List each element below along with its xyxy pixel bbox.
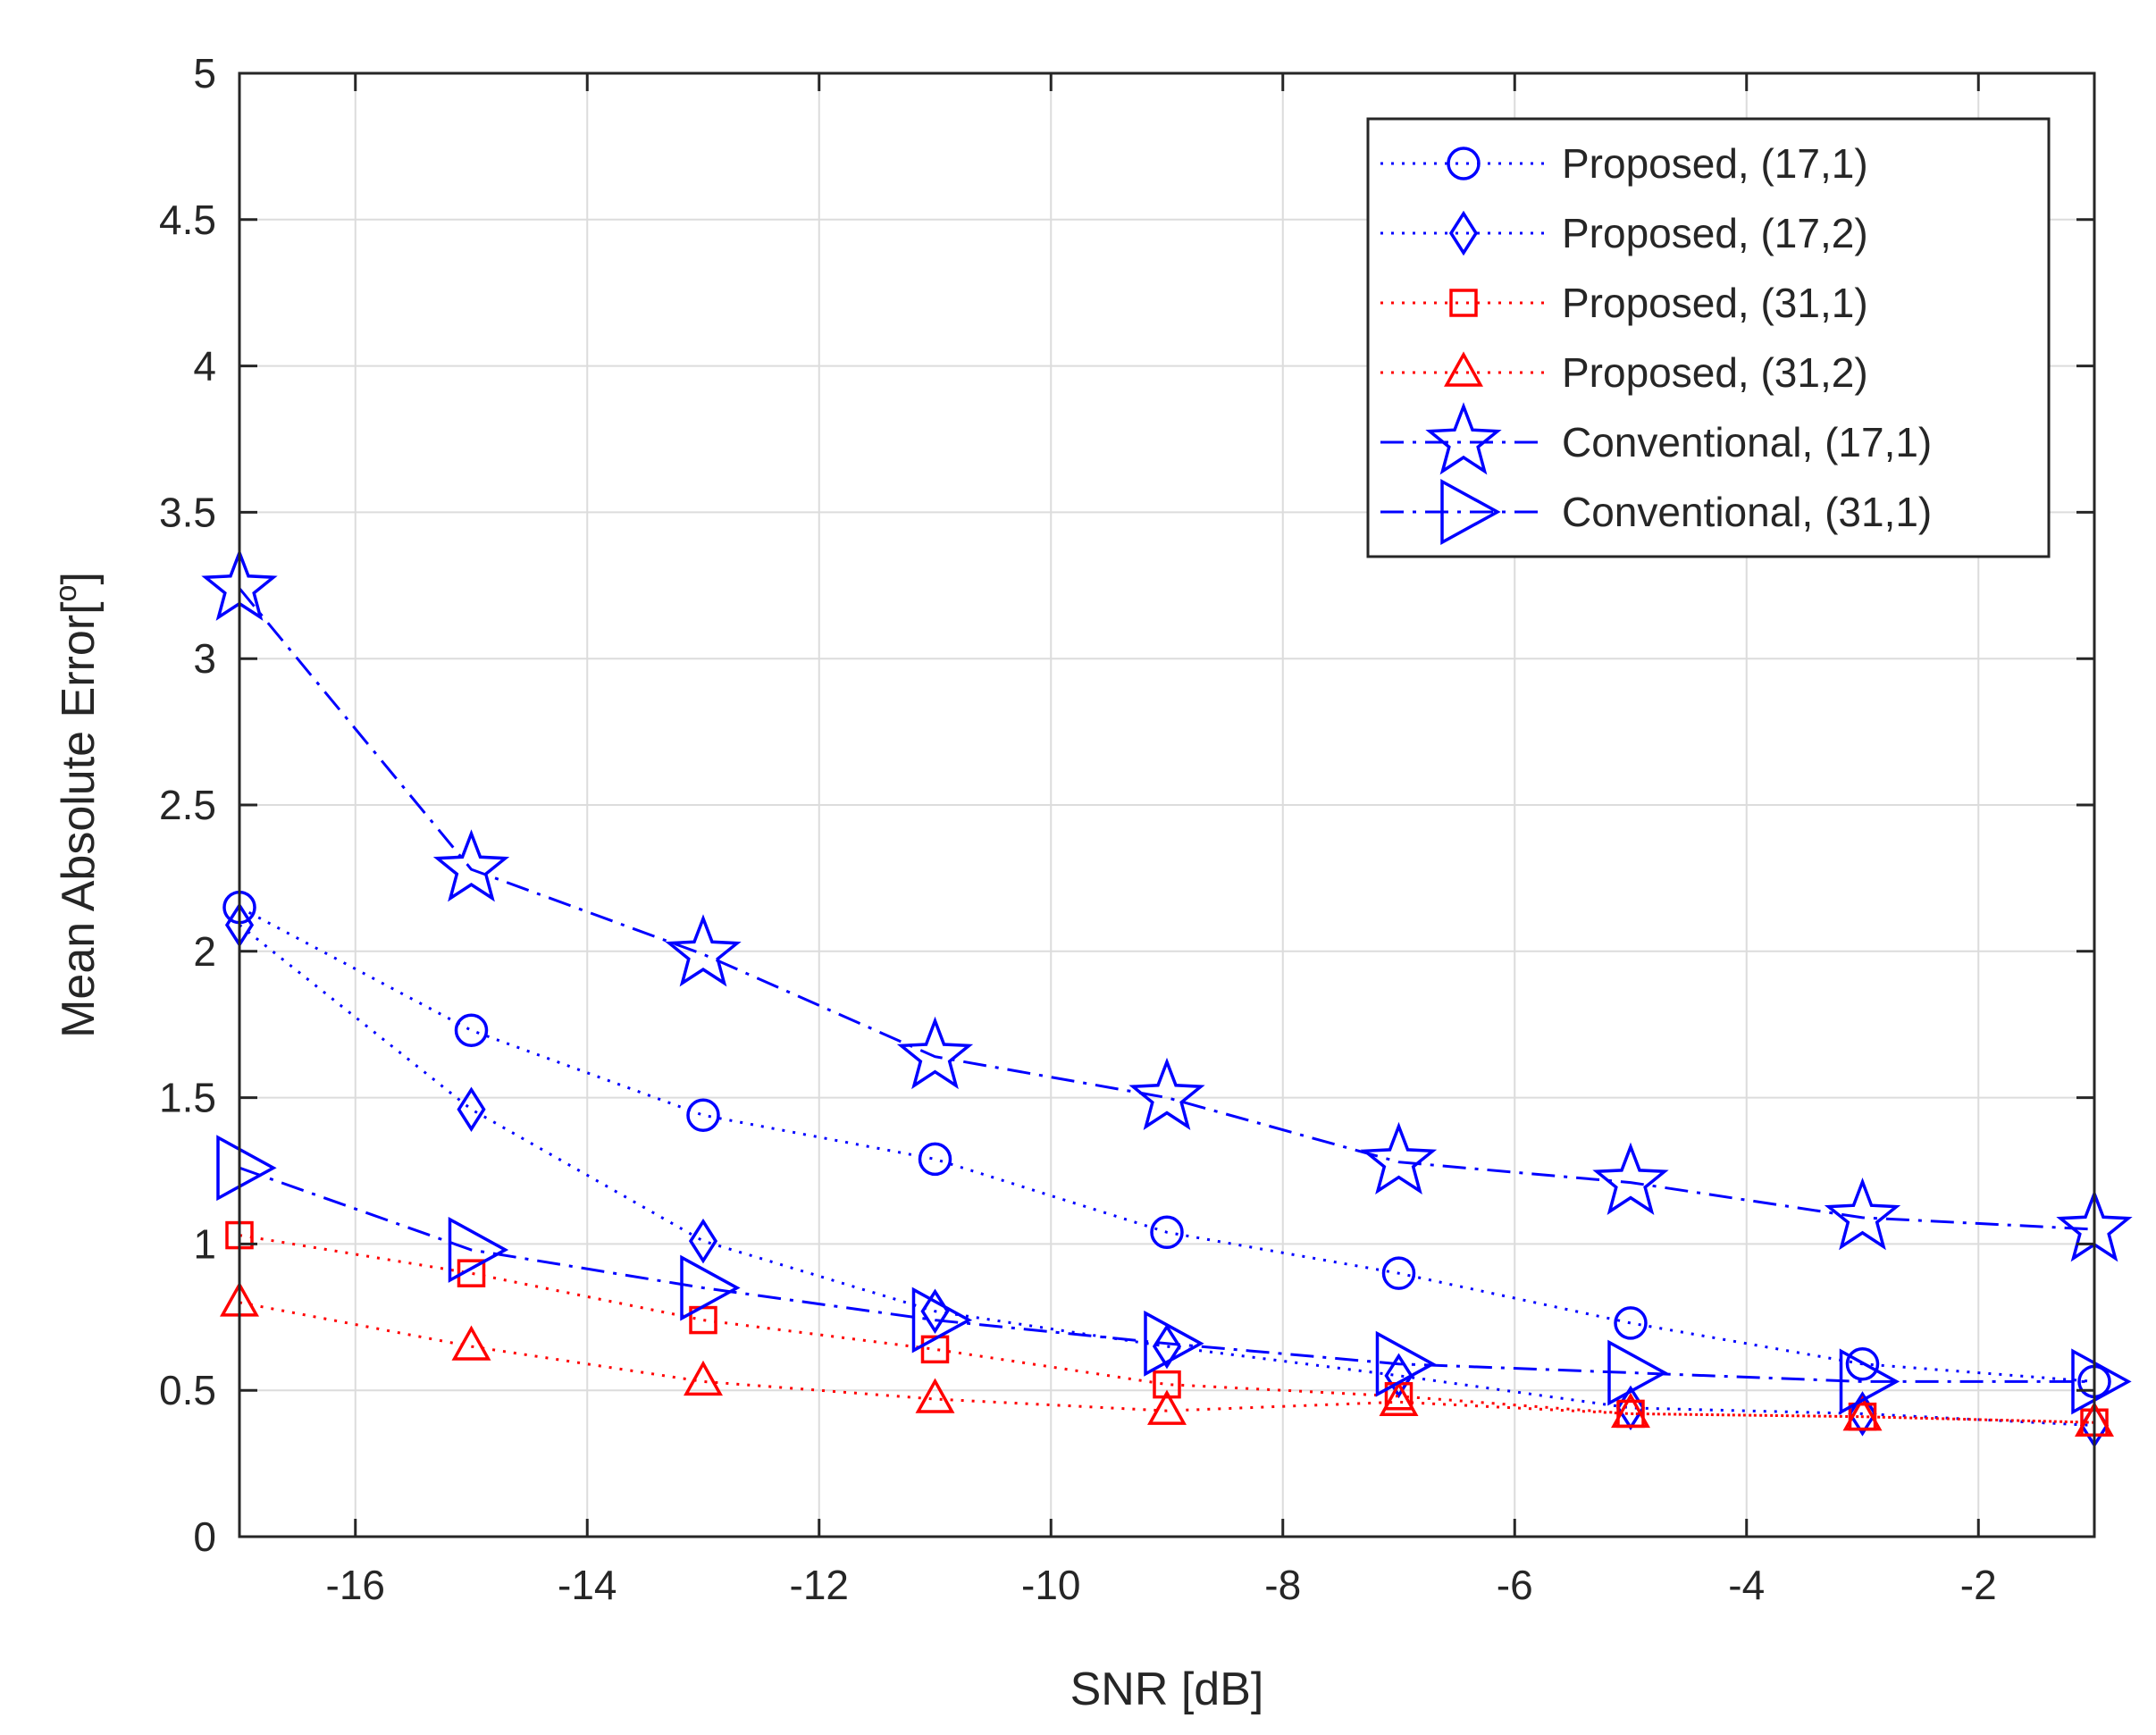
data-point-marker: [686, 1098, 720, 1133]
x-axis: -16 -14 -12 -10 -8 -6 -4 -2: [326, 73, 1997, 1608]
data-point-marker: [1384, 1353, 1414, 1399]
series-line: [238, 587, 2095, 1231]
data-point-marker: [1360, 1121, 1438, 1194]
data-point-marker: [1128, 1057, 1205, 1130]
y-tick-label: 3: [193, 635, 216, 682]
data-point-marker: [911, 1287, 973, 1354]
legend-item: Proposed, (31,2): [1380, 349, 1868, 396]
series-line: [239, 1166, 2094, 1383]
y-tick-label: 0: [193, 1513, 216, 1560]
data-point-marker: [1379, 1380, 1419, 1417]
data-point-marker: [918, 1142, 952, 1177]
legend-label: Conventional, (17,1): [1562, 419, 1932, 465]
y-tick-label: 5: [193, 50, 216, 96]
data-point-marker: [1845, 1346, 1880, 1381]
data-point-marker: [684, 1360, 723, 1396]
series-4: [220, 1281, 2114, 1437]
legend: Proposed, (17,1) Proposed, (17,2) Proposed…: [1366, 117, 2051, 558]
data-point-marker: [216, 1135, 277, 1202]
legend-marker: [1449, 289, 1478, 317]
series-line: [239, 1301, 2095, 1424]
y-axis: 0 0.5 1 1.5 2 2.5 3 3.5 4 4.5 5: [159, 50, 2094, 1560]
data-point-marker: [920, 1335, 950, 1364]
legend-marker: [1444, 351, 1483, 387]
legend-label: Proposed, (31,2): [1562, 349, 1868, 396]
x-tick-label: -8: [1264, 1562, 1301, 1608]
legend-marker: [1448, 210, 1479, 256]
y-axis-label: Mean Absolute Error[o]: [49, 572, 105, 1038]
data-point-marker: [2071, 1348, 2132, 1415]
series-5: [201, 548, 2133, 1262]
data-point-marker: [1607, 1339, 1668, 1406]
series-layer: [201, 548, 2133, 1448]
y-tick-label: 2.5: [159, 782, 216, 828]
legend-label: Proposed, (31,1): [1562, 280, 1868, 326]
x-tick-label: -10: [1021, 1562, 1080, 1608]
data-point-marker: [1611, 1392, 1650, 1429]
data-point-marker: [896, 1016, 974, 1090]
y-tick-label: 4: [193, 343, 216, 390]
data-point-marker: [1381, 1256, 1416, 1290]
legend-label: Conventional, (31,1): [1562, 489, 1932, 535]
legend-label: Proposed, (17,2): [1562, 210, 1868, 256]
x-tick-label: -4: [1728, 1562, 1765, 1608]
y-tick-label: 0.5: [159, 1367, 216, 1413]
data-point-marker: [688, 1218, 718, 1264]
data-point-marker: [1839, 1348, 1900, 1415]
data-point-marker: [1150, 1215, 1184, 1250]
legend-marker: [1447, 147, 1481, 180]
data-point-marker: [454, 1013, 489, 1048]
series-line: [239, 924, 2095, 1427]
data-point-marker: [915, 1378, 955, 1413]
legend-label: Proposed, (17,1): [1562, 140, 1868, 187]
x-tick-label: -16: [326, 1562, 385, 1608]
legend-box: [1366, 117, 2051, 558]
x-tick-label: -2: [1960, 1562, 1997, 1608]
data-point-marker: [1144, 1310, 1204, 1377]
y-tick-label: 1.5: [159, 1075, 216, 1121]
series-line: [239, 906, 2095, 1383]
data-point-marker: [1842, 1396, 1883, 1431]
data-point-marker: [457, 1086, 486, 1132]
data-point-marker: [1614, 1306, 1648, 1340]
legend-item: Proposed, (17,2): [1380, 210, 1868, 256]
x-tick-label: -14: [558, 1562, 617, 1608]
data-point-marker: [665, 914, 742, 987]
legend-item: Proposed, (17,1): [1380, 140, 1868, 187]
y-tick-label: 3.5: [159, 489, 216, 535]
series-6: [216, 1135, 2132, 1415]
data-point-marker: [1147, 1389, 1187, 1425]
y-tick-label: 4.5: [159, 197, 216, 243]
data-point-marker: [457, 1259, 486, 1287]
x-tick-label: -6: [1497, 1562, 1533, 1608]
legend-marker: [1440, 479, 1501, 545]
y-tick-label: 2: [193, 928, 216, 975]
data-point-marker: [1153, 1370, 1181, 1399]
x-axis-label: SNR [dB]: [1070, 1664, 1264, 1715]
data-point-marker: [451, 1325, 491, 1361]
data-point-marker: [1375, 1330, 1437, 1397]
y-tick-label: 1: [193, 1220, 216, 1267]
data-point-marker: [1152, 1323, 1182, 1370]
data-point-marker: [680, 1254, 741, 1321]
data-point-marker: [1824, 1177, 1901, 1251]
data-point-marker: [1592, 1142, 1669, 1215]
data-point-marker: [432, 829, 510, 902]
data-point-marker: [448, 1216, 509, 1283]
x-tick-label: -12: [790, 1562, 849, 1608]
legend-marker: [1425, 402, 1502, 475]
legend-item: Proposed, (31,1): [1380, 280, 1868, 326]
data-point-marker: [1848, 1391, 1877, 1437]
legend-item: Conventional, (31,1): [1380, 479, 1932, 545]
legend-item: Conventional, (17,1): [1380, 402, 1932, 475]
